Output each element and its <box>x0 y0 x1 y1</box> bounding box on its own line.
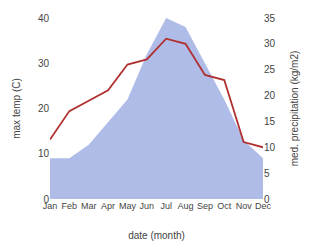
svg-text:Jul: Jul <box>160 201 172 211</box>
svg-text:0: 0 <box>43 194 49 205</box>
svg-text:35: 35 <box>264 13 276 24</box>
svg-text:med. precipitation (kg/m2): med. precipitation (kg/m2) <box>289 51 300 167</box>
svg-text:40: 40 <box>38 13 50 24</box>
svg-text:Sep: Sep <box>197 201 213 211</box>
svg-text:10: 10 <box>38 148 50 159</box>
svg-text:Jan: Jan <box>43 201 58 211</box>
svg-text:Feb: Feb <box>62 201 78 211</box>
svg-text:10: 10 <box>264 142 276 153</box>
svg-text:Mar: Mar <box>81 201 97 211</box>
svg-text:Oct: Oct <box>217 201 232 211</box>
svg-text:max temp (C): max temp (C) <box>11 78 22 139</box>
svg-text:30: 30 <box>264 38 276 49</box>
svg-text:May: May <box>119 201 137 211</box>
svg-text:0: 0 <box>264 194 270 205</box>
svg-text:Nov: Nov <box>236 201 253 211</box>
svg-text:30: 30 <box>38 58 50 69</box>
svg-text:25: 25 <box>264 64 276 75</box>
svg-text:Aug: Aug <box>178 201 194 211</box>
svg-text:15: 15 <box>264 116 276 127</box>
svg-text:Apr: Apr <box>101 201 115 211</box>
svg-text:5: 5 <box>264 168 270 179</box>
svg-text:20: 20 <box>38 103 50 114</box>
svg-text:Dec: Dec <box>255 201 272 211</box>
svg-text:Jun: Jun <box>140 201 155 211</box>
svg-text:20: 20 <box>264 90 276 101</box>
svg-text:date (month): date (month) <box>128 230 185 241</box>
